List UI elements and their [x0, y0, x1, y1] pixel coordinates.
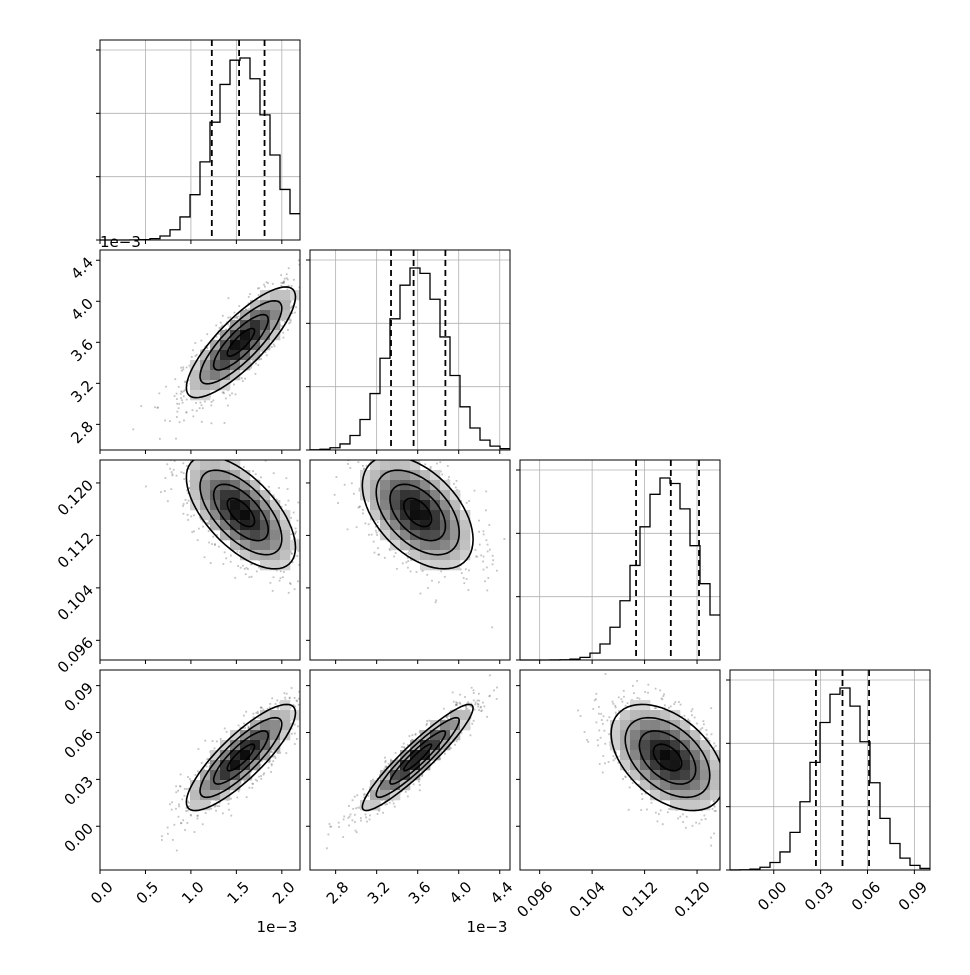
x-tick-label: 0.09: [895, 878, 931, 914]
x-tick-label: 4.0: [446, 878, 476, 908]
x-offset-label: 1e−3: [467, 918, 508, 936]
y-tick-label: 0.09: [61, 679, 97, 715]
x-tick-label: 0.120: [671, 878, 714, 921]
y-tick-label: 0.120: [54, 476, 97, 519]
x-tick-label: 0.104: [566, 878, 609, 921]
scatter-panel-4-2: [306, 659, 523, 874]
y-tick-label: 0.00: [61, 820, 97, 856]
x-tick-label: 0.03: [801, 878, 837, 914]
scatter-panel-2-1: [96, 250, 332, 454]
x-tick-label: 1.5: [224, 878, 254, 908]
x-tick-label: 0.0: [87, 878, 117, 908]
x-tick-label: 2.8: [323, 878, 353, 908]
y-tick-label: 3.2: [67, 377, 97, 407]
histogram-panel-3: [516, 460, 720, 664]
x-tick-label: 4.4: [487, 878, 517, 908]
x-tick-label: 1.0: [178, 878, 208, 908]
x-tick-label: 0.06: [848, 878, 884, 914]
y-tick-label: 2.8: [67, 418, 97, 448]
x-offset-label: 1e−3: [257, 918, 298, 936]
y-tick-label: 0.03: [61, 773, 97, 809]
y-tick-label: 3.6: [67, 336, 97, 366]
y-tick-label: 0.112: [54, 529, 97, 572]
y-tick-label: 4.4: [67, 254, 97, 284]
scatter-panel-4-1: [96, 670, 315, 874]
x-tick-label: 0.112: [618, 878, 661, 921]
histogram-panel-1: [96, 40, 300, 244]
histogram-panel-4: [726, 670, 930, 874]
y-tick-label: 0.104: [54, 581, 97, 624]
x-tick-label: 0.096: [513, 878, 556, 921]
scatter-panel-4-3: [516, 648, 750, 874]
x-tick-label: 3.2: [364, 878, 394, 908]
histogram-panel-2: [306, 250, 510, 454]
x-tick-label: 3.6: [405, 878, 435, 908]
x-tick-label: 0.5: [133, 878, 163, 908]
x-tick-label: 0.00: [754, 878, 790, 914]
y-offset-label: 1e−3: [100, 233, 141, 251]
y-tick-label: 4.0: [67, 295, 97, 325]
scatter-panel-3-2: [306, 420, 543, 664]
x-tick-label: 2.0: [269, 878, 299, 908]
y-tick-label: 0.096: [54, 634, 97, 677]
y-tick-label: 0.06: [61, 726, 97, 762]
